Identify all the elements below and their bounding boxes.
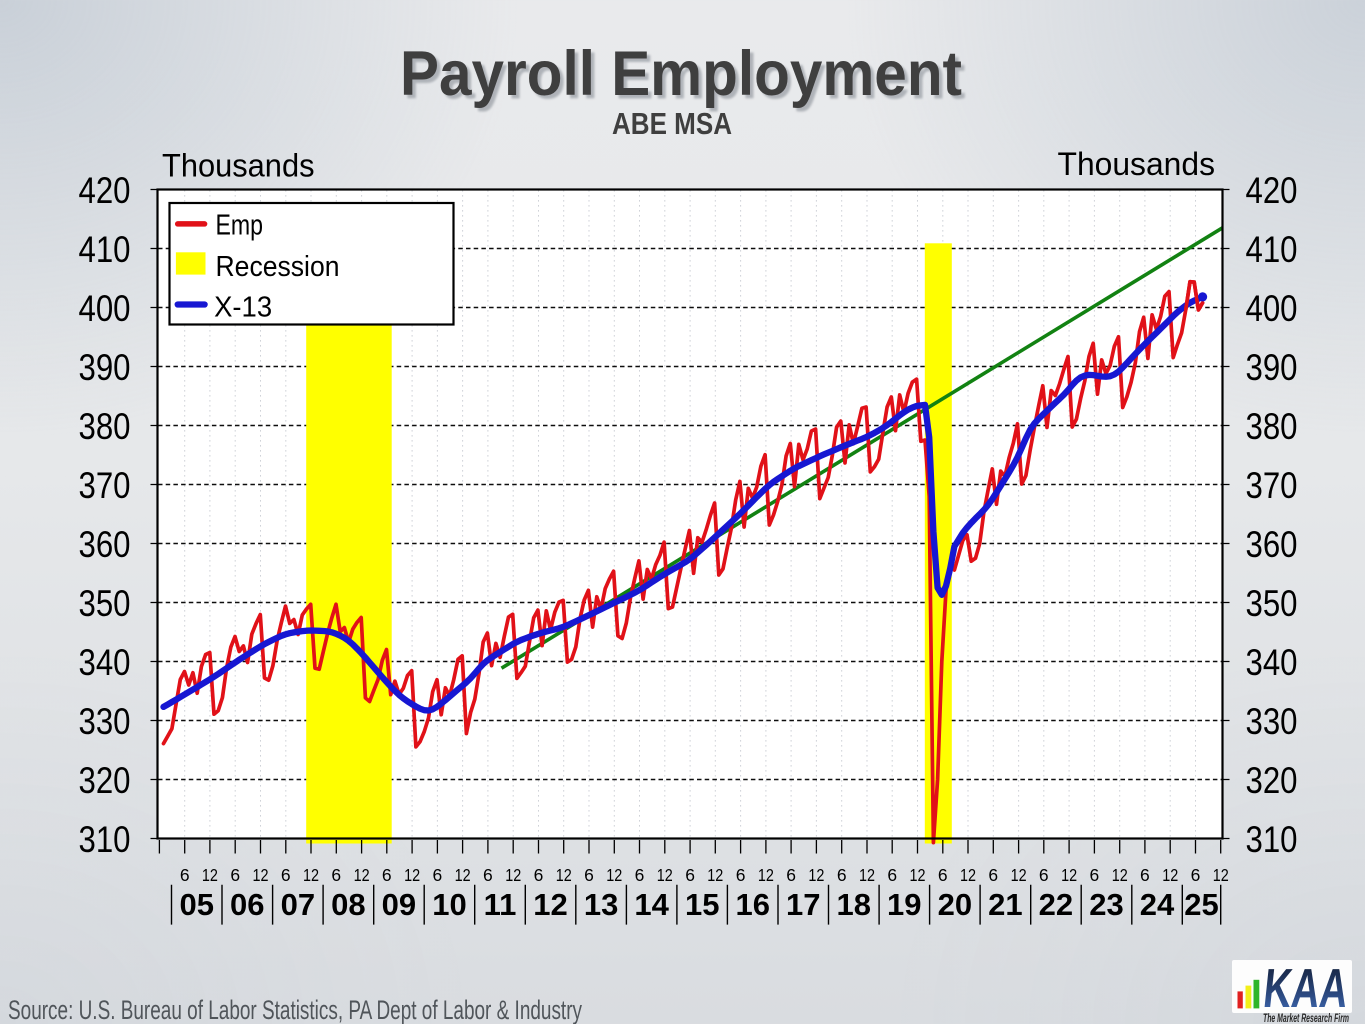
svg-text:6: 6 [230,865,240,885]
svg-text:320: 320 [1246,760,1298,801]
svg-text:400: 400 [1246,288,1298,329]
svg-text:380: 380 [1246,406,1298,447]
svg-text:6: 6 [635,865,645,885]
svg-text:6: 6 [534,865,544,885]
svg-text:6: 6 [281,865,291,885]
svg-text:12: 12 [505,865,521,885]
svg-text:6: 6 [382,865,392,885]
svg-text:390: 390 [79,347,131,388]
svg-text:09: 09 [382,887,416,922]
svg-text:6: 6 [1191,865,1201,885]
svg-text:360: 360 [1246,524,1298,565]
svg-text:340: 340 [1246,642,1298,683]
svg-text:340: 340 [79,642,131,683]
svg-text:12: 12 [606,865,622,885]
svg-text:Source: U.S. Bureau of Labor S: Source: U.S. Bureau of Labor Statistics,… [8,995,582,1024]
svg-text:14: 14 [634,887,669,922]
svg-text:18: 18 [837,887,871,922]
svg-text:12: 12 [1112,865,1128,885]
svg-text:360: 360 [79,524,131,565]
svg-text:6: 6 [1039,865,1049,885]
svg-text:6: 6 [584,865,594,885]
svg-text:330: 330 [1246,701,1298,742]
svg-text:6: 6 [837,865,847,885]
svg-text:Thousands: Thousands [162,148,315,184]
svg-text:350: 350 [79,583,131,624]
svg-text:21: 21 [988,887,1022,922]
svg-text:310: 310 [79,819,131,860]
svg-text:370: 370 [1246,465,1298,506]
svg-text:320: 320 [79,760,131,801]
svg-text:23: 23 [1089,887,1123,922]
svg-text:Payroll Employment: Payroll Employment [404,43,966,113]
svg-text:6: 6 [180,865,190,885]
svg-text:6: 6 [736,865,746,885]
svg-text:KAA: KAA [1261,957,1351,1019]
svg-text:12: 12 [1213,865,1229,885]
svg-text:6: 6 [331,865,341,885]
svg-text:16: 16 [735,887,769,922]
svg-text:12: 12 [455,865,471,885]
svg-text:X-13: X-13 [214,291,272,323]
svg-text:Emp: Emp [216,209,264,241]
svg-text:11: 11 [484,887,517,922]
svg-text:17: 17 [786,887,820,922]
svg-text:12: 12 [253,865,269,885]
svg-text:6: 6 [1140,865,1150,885]
svg-text:10: 10 [432,887,466,922]
svg-text:12: 12 [404,865,420,885]
svg-text:410: 410 [1246,229,1298,270]
svg-text:400: 400 [79,288,131,329]
svg-text:15: 15 [685,887,719,922]
svg-text:6: 6 [938,865,948,885]
svg-text:420: 420 [1246,170,1298,211]
svg-text:Payroll Employment: Payroll Employment [400,39,962,109]
svg-text:12: 12 [533,887,567,922]
svg-text:310: 310 [1246,819,1298,860]
svg-text:12: 12 [657,865,673,885]
svg-text:Recession: Recession [216,251,340,283]
svg-text:07: 07 [281,887,315,922]
svg-text:410: 410 [79,229,131,270]
svg-text:24: 24 [1140,887,1175,922]
svg-text:6: 6 [1090,865,1100,885]
svg-text:12: 12 [910,865,926,885]
svg-text:12: 12 [1162,865,1178,885]
svg-text:380: 380 [79,406,131,447]
svg-text:370: 370 [79,465,131,506]
svg-text:12: 12 [202,865,218,885]
svg-text:The Market Research Firm: The Market Research Firm [1263,1013,1349,1024]
svg-text:12: 12 [354,865,370,885]
svg-text:6: 6 [685,865,695,885]
svg-text:06: 06 [230,887,264,922]
svg-text:19: 19 [887,887,921,922]
svg-text:12: 12 [859,865,875,885]
svg-text:6: 6 [887,865,897,885]
svg-text:6: 6 [786,865,796,885]
svg-text:Thousands: Thousands [1058,146,1216,182]
svg-text:05: 05 [180,887,214,922]
svg-text:25: 25 [1184,887,1218,922]
svg-text:12: 12 [960,865,976,885]
svg-text:12: 12 [303,865,319,885]
svg-text:ABE MSA: ABE MSA [612,106,732,141]
svg-text:420: 420 [79,170,131,211]
svg-text:6: 6 [483,865,493,885]
svg-text:6: 6 [433,865,443,885]
svg-text:12: 12 [707,865,723,885]
svg-text:12: 12 [556,865,572,885]
svg-text:12: 12 [808,865,824,885]
svg-text:13: 13 [584,887,618,922]
svg-text:350: 350 [1246,583,1298,624]
svg-text:08: 08 [331,887,365,922]
svg-text:22: 22 [1039,887,1073,922]
svg-text:6: 6 [988,865,998,885]
svg-text:330: 330 [79,701,131,742]
svg-text:12: 12 [1011,865,1027,885]
svg-text:12: 12 [1061,865,1077,885]
svg-text:20: 20 [938,887,972,922]
svg-text:12: 12 [758,865,774,885]
svg-text:390: 390 [1246,347,1298,388]
